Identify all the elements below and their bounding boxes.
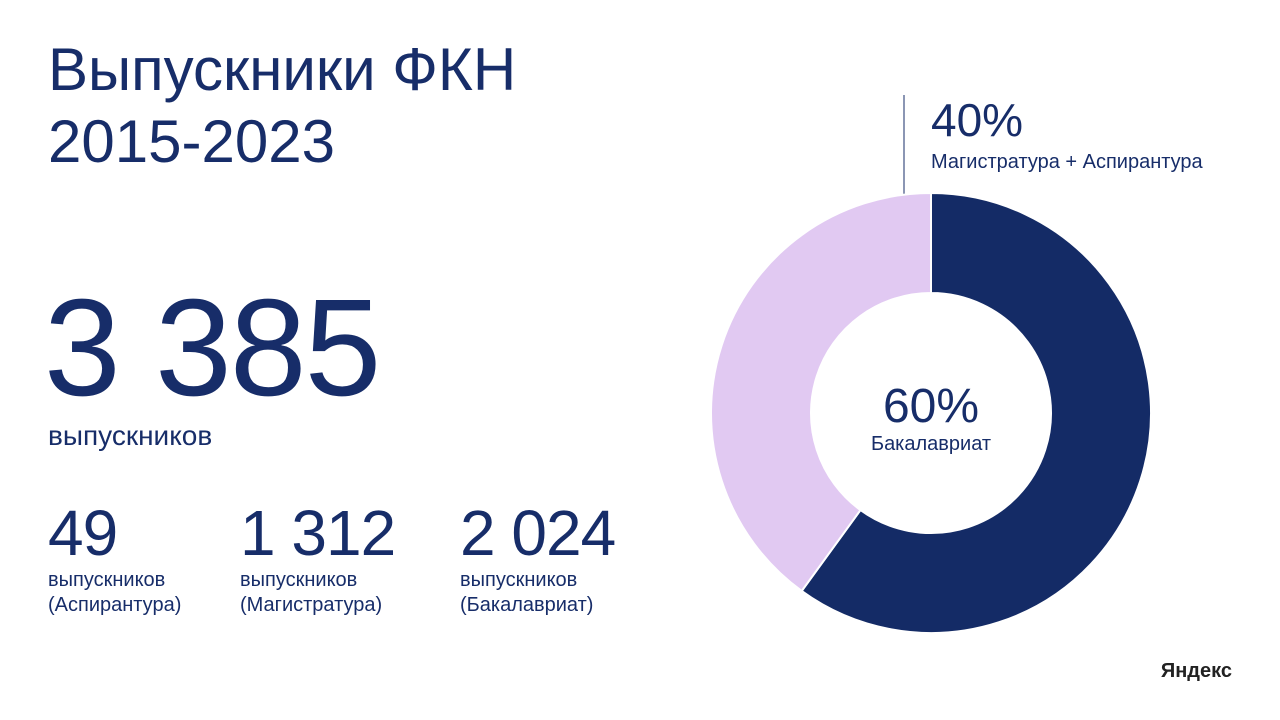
category-label: Бакалавриат — [871, 433, 991, 455]
donut-segment — [710, 191, 932, 593]
stat-label: (Магистратура) — [240, 594, 383, 616]
title-line: 2015-2023 — [48, 108, 335, 175]
title: Выпускники ФКН 2015-2023 — [48, 34, 516, 178]
donut-segment — [800, 191, 1152, 634]
stat-label: (Аспирантура) — [48, 594, 182, 616]
category-label: Магистратура + Аспирантура — [931, 151, 1204, 173]
stat: 1 312 выпускников (Магистратура) — [240, 497, 396, 618]
logo: Яндекс — [1160, 660, 1232, 682]
value-label: 60% — [883, 380, 979, 433]
stat-label: выпускников — [460, 569, 578, 591]
title-line: Выпускники ФКН — [48, 36, 517, 103]
stat-value: 49 — [48, 497, 118, 569]
value-label: 40% — [931, 94, 1023, 146]
stat-value: 2 024 — [460, 497, 616, 569]
stat-label: (Бакалавриат) — [460, 594, 594, 616]
stat-label: выпускников — [240, 569, 358, 591]
total-label: выпускников — [48, 420, 213, 451]
stat: 49 выпускников (Аспирантура) — [48, 498, 181, 618]
stat-label: выпускников — [48, 569, 166, 591]
stat: 2 024 выпускников (Бакалавриат) — [460, 497, 616, 618]
total-value: 3 385 — [44, 271, 381, 425]
stat-value: 1 312 — [240, 497, 396, 569]
